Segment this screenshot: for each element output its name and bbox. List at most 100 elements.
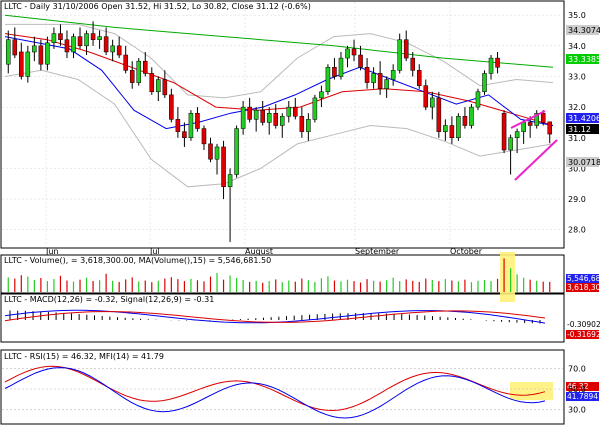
candle-body [482,73,487,93]
macd-right-label: -0.316924 [567,330,600,339]
candle-body [279,116,285,126]
volume-right-labels: 5,546,683,618,30 [566,274,600,292]
price-x-tick-label: September [355,247,400,256]
candle-body [319,91,324,99]
volume-highlight [500,252,515,302]
rsi-highlight [510,382,553,400]
price-y-tick-label: 30.0 [568,164,586,173]
candle-body [253,109,259,120]
candle-body [90,33,96,40]
candle-body [227,174,233,188]
candle-body [351,48,357,56]
price-y-tick-label: 29.0 [568,195,586,204]
moving-average-line [4,14,554,68]
candle-body [338,57,344,77]
price-right-label: 34.3074 [568,26,600,35]
price-right-label: 33.3385 [568,55,600,64]
candle-body [449,125,455,139]
candle-body [97,36,102,40]
macd-panel-label: LLTC - MACD(12,26) = -0.32, Signal(12,26… [4,295,214,304]
price-right-label-box [566,113,599,123]
candle-body [488,57,494,74]
price-candles [5,21,553,242]
price-panel-title: LLTC - Daily 31/10/2006 Open 31.52, Hi 3… [4,2,311,11]
candle-body [390,70,396,80]
rsi-panel [0,349,565,425]
candle-body [116,45,122,56]
price-y-tick-label: 35.0 [568,11,586,20]
price-y-tick-label: 32.0 [568,103,586,112]
price-right-label-box [566,157,599,167]
candle-body [403,39,409,59]
candle-body [240,106,246,129]
candle-body [443,125,448,132]
price-y-tick-label: 31.0 [568,134,586,143]
price-x-tick-label: Jun [45,247,59,256]
candle-body [462,116,468,126]
candle-body [501,112,507,151]
price-y-tick-label: 28.0 [568,226,586,235]
candle-body [371,73,376,83]
price-right-label-box [566,25,599,35]
candle-body [84,33,89,47]
price-x-tick-label: Jul [149,247,160,256]
candle-body [312,97,318,120]
candle-body [5,39,11,65]
moving-average-line [4,33,554,126]
candle-body [25,51,31,77]
candle-body [51,33,57,44]
candle-body [260,109,265,123]
price-right-label: 31.4206 [568,114,600,123]
moving-average-line [4,36,554,130]
volume-panel-label: LLTC - Volume(), = 3,618,300.00, MA(Volu… [4,256,271,265]
price-y-tick-label: 34.0 [568,42,586,51]
candle-body [469,106,474,126]
upper-trendline [510,110,546,129]
candle-body [508,137,513,151]
candle-body [234,128,239,175]
volume-right-label-box [566,283,599,292]
candle-body [423,85,429,108]
candle-body [299,116,305,132]
candle-body [188,112,194,139]
candle-body [266,112,272,123]
price-y-ticks: 28.0 29.0 30.0 31.0 32.0 33.0 34.0 35.0 [568,11,586,234]
rsi-y-tick-label: 30.0 [568,406,586,415]
candle-body [364,67,370,83]
mfi-line [4,367,546,419]
candle-body [38,45,44,65]
candle-body [416,70,422,86]
candle-body [208,143,213,160]
macd-right-label: -0.309025 [567,320,600,329]
candle-body [162,79,168,96]
candle-body [514,131,520,139]
candle-body [436,97,442,132]
candle-body [247,106,252,120]
rsi-right-label-box [566,382,599,391]
candle-body [45,42,50,65]
rsi-panel-label: LLTC - RSI(15) = 46.32, MFI(14) = 41.79 [4,352,164,361]
candle-body [306,119,311,132]
candle-body [456,116,461,139]
candle-body [169,94,174,120]
candle-body [136,60,142,83]
candle-body [58,33,63,40]
candle-body [410,57,416,71]
candle-body [142,60,148,74]
candle-body [325,67,331,93]
candle-body [475,91,481,108]
candle-body [71,36,76,53]
candle-body [64,39,70,53]
candle-body [495,57,500,68]
candle-body [540,112,546,123]
candle-body [286,106,292,117]
candle-body [123,54,128,71]
candle-body [397,39,402,71]
volume-bars [7,258,551,292]
rsi-line [4,365,546,412]
candle-body [214,146,220,160]
candle-body [201,128,207,145]
bollinger-bands [4,23,554,188]
